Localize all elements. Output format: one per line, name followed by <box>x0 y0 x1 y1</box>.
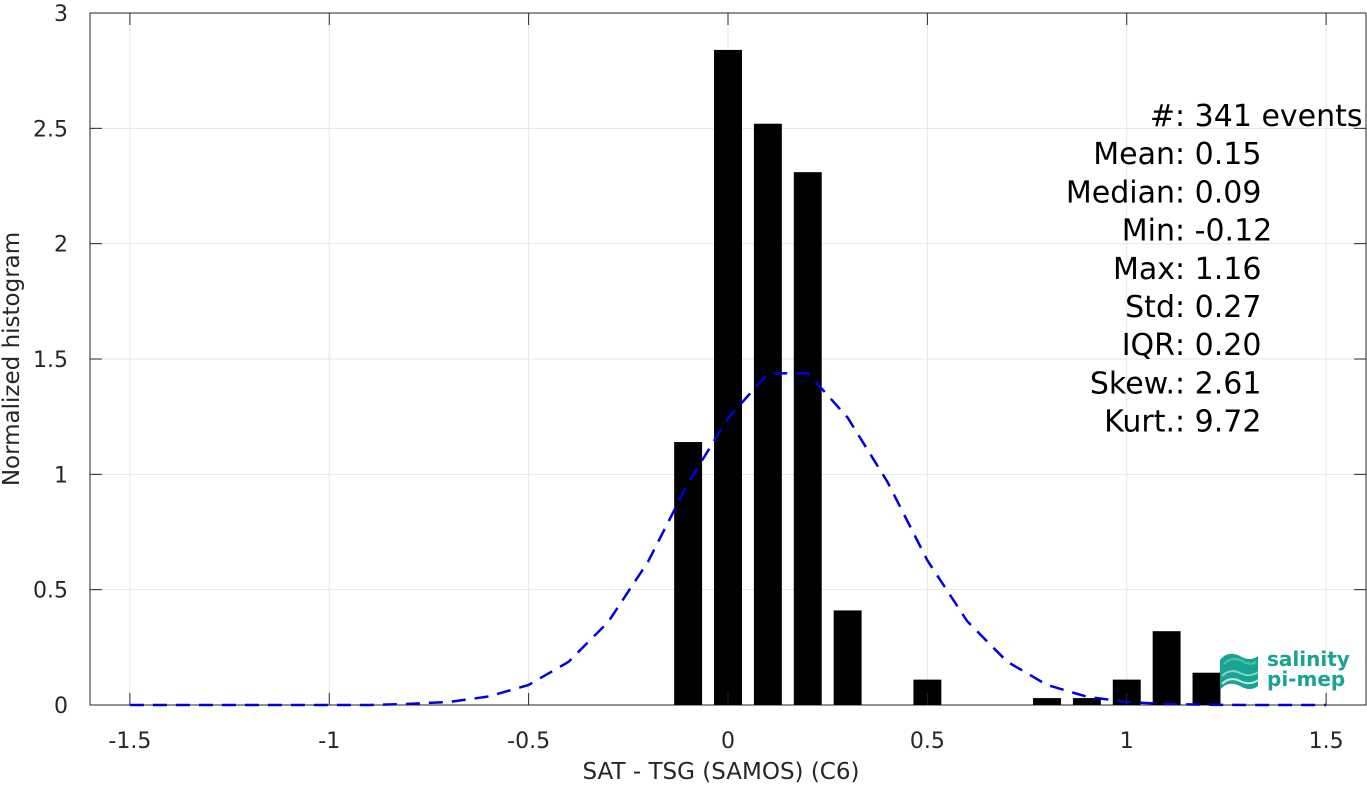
stats-label: # <box>1150 99 1175 134</box>
histogram-bar <box>1192 672 1221 705</box>
stats-label: Min <box>1122 214 1175 249</box>
stats-label: Mean <box>1093 137 1175 172</box>
stats-label: IQR <box>1122 328 1175 363</box>
stats-label: Std <box>1125 290 1175 325</box>
x-tick-label: -1 <box>318 729 340 754</box>
stats-line: Std : 0.27 <box>1125 290 1261 325</box>
stats-line: Max : 1.16 <box>1113 252 1261 287</box>
y-axis-label: Normalized histogram <box>0 232 25 486</box>
y-tick-label: 1.5 <box>33 348 68 373</box>
ticks: -1.5 -1 -0.5 0 0.5 1 1.5 0 0.5 1 1.5 2 2.5 3 <box>33 2 1366 754</box>
stats-value: : -0.12 <box>1175 214 1272 249</box>
stats-label: Skew. <box>1090 366 1175 401</box>
y-tick-label: 1 <box>54 463 68 488</box>
histogram-bar <box>674 442 703 705</box>
y-tick-label: 3 <box>54 2 68 27</box>
bars <box>674 49 1221 706</box>
x-axis-label: SAT - TSG (SAMOS) (C6) <box>583 759 860 785</box>
stats-label: Max <box>1113 252 1175 287</box>
x-tick-label: 0.5 <box>910 729 945 754</box>
y-tick-label: 0 <box>54 694 68 719</box>
stats-label: Kurt. <box>1104 405 1175 440</box>
x-tick-label: -0.5 <box>507 729 550 754</box>
x-tick-label: 1 <box>1120 729 1134 754</box>
wave-icon <box>1220 653 1259 690</box>
stats-line: # : 341 events <box>1150 99 1363 134</box>
stats-line: IQR : 0.20 <box>1122 328 1262 363</box>
x-tick-label: 0 <box>721 729 735 754</box>
stats-value: : 0.15 <box>1175 137 1261 172</box>
stats-value: : 1.16 <box>1175 252 1261 287</box>
y-tick-label: 0.5 <box>33 579 68 604</box>
histogram-bar <box>1072 698 1101 705</box>
logo-line-1: salinity <box>1267 647 1350 671</box>
stats-value: : 9.72 <box>1175 405 1261 440</box>
histogram-bar <box>1152 631 1181 705</box>
stats-value: : 0.27 <box>1175 290 1261 325</box>
stats-line: Mean : 0.15 <box>1093 137 1261 172</box>
histogram-bar <box>833 610 862 705</box>
histogram-bar <box>753 123 782 706</box>
y-tick-label: 2.5 <box>33 117 68 142</box>
y-tick-label: 2 <box>54 233 68 258</box>
stats-line: Skew. : 2.61 <box>1090 366 1262 401</box>
stats-label: Median <box>1066 175 1175 210</box>
stats-value: : 0.20 <box>1175 328 1261 363</box>
salinity-pi-mep-logo: salinity pi-mep <box>1220 647 1350 691</box>
stats-value: : 2.61 <box>1175 366 1261 401</box>
histogram-bar <box>793 172 822 705</box>
x-tick-label: -1.5 <box>108 729 151 754</box>
stats-line: Min : -0.12 <box>1122 214 1273 249</box>
stats-value: : 341 events <box>1175 99 1363 134</box>
logo-line-2: pi-mep <box>1267 667 1345 691</box>
stats-line: Kurt. : 9.72 <box>1104 405 1261 440</box>
x-tick-label: 1.5 <box>1309 729 1344 754</box>
stats-value: : 0.09 <box>1175 175 1261 210</box>
histogram-bar <box>714 49 742 705</box>
stats-line: Median : 0.09 <box>1066 175 1262 210</box>
histogram-bar <box>1033 698 1061 705</box>
